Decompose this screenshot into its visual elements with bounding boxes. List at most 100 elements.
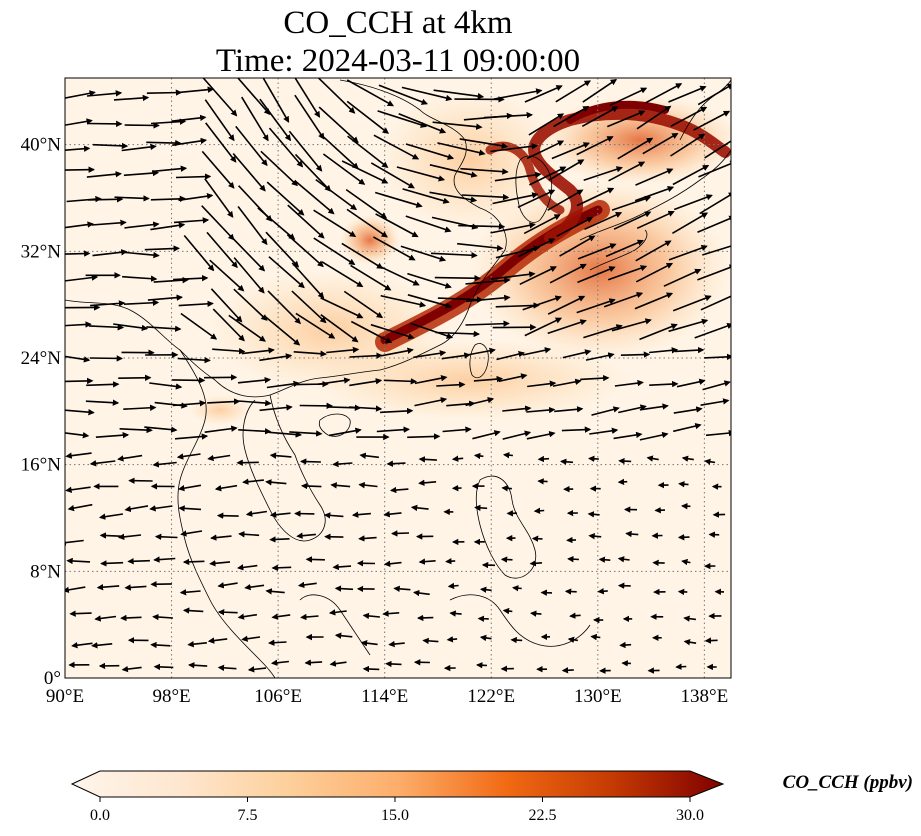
- wind-arrow: [92, 142, 129, 150]
- lat-tick-label: 24°N: [21, 348, 62, 369]
- wind-arrow: [589, 427, 619, 435]
- wind-arrow: [527, 380, 557, 388]
- wind-arrow: [576, 298, 616, 314]
- wind-arrow: [182, 558, 205, 566]
- wind-arrow: [206, 231, 238, 269]
- wind-arrow: [577, 243, 617, 260]
- wind-arrow: [216, 512, 239, 519]
- wind-arrow: [547, 295, 586, 315]
- wind-arrow: [345, 188, 388, 219]
- wind-arrow: [416, 614, 434, 622]
- wind-arrow: [151, 165, 188, 173]
- wind-arrow: [89, 460, 116, 467]
- wind-arrow: [177, 356, 211, 364]
- wind-arrow: [114, 195, 150, 202]
- wind-arrow: [501, 485, 512, 492]
- wind-arrow: [494, 171, 542, 182]
- wind-arrow: [332, 460, 353, 468]
- wind-arrow: [380, 347, 414, 357]
- wind-arrow: [526, 406, 556, 414]
- wind-arrow: [639, 323, 678, 341]
- wind-arrow: [147, 294, 183, 301]
- wind-arrow: [636, 105, 672, 130]
- wind-arrow: [65, 539, 84, 546]
- wind-arrow: [233, 257, 265, 294]
- wind-arrow: [449, 610, 462, 617]
- wind-arrow: [418, 456, 437, 463]
- wind-arrow: [65, 321, 92, 328]
- wind-arrow: [100, 560, 124, 567]
- wind-arrow: [673, 194, 713, 211]
- wind-arrow: [383, 560, 402, 567]
- wind-arrow: [123, 404, 157, 411]
- wind-arrow: [294, 94, 325, 140]
- wind-arrow: [291, 290, 327, 324]
- wind-arrow: [613, 211, 652, 230]
- wind-arrow: [313, 237, 356, 265]
- wind-arrow: [376, 426, 410, 433]
- wind-arrow: [402, 188, 450, 204]
- lat-tick-label: 40°N: [21, 135, 62, 156]
- wind-arrow: [391, 530, 410, 537]
- wind-arrow: [334, 632, 353, 639]
- wind-arrow: [172, 137, 208, 146]
- wind-arrow: [296, 532, 316, 539]
- wind-arrow: [704, 458, 716, 465]
- wind-arrow: [88, 324, 125, 331]
- wind-arrow: [178, 505, 202, 512]
- wind-arrow: [698, 160, 731, 178]
- wind-arrow: [549, 263, 587, 284]
- wind-arrow: [442, 426, 472, 433]
- wind-arrow: [313, 209, 357, 237]
- wind-arrow: [407, 272, 452, 289]
- wind-arrow: [176, 453, 201, 460]
- wind-arrow: [91, 219, 127, 226]
- wind-arrow: [299, 458, 321, 465]
- wind-arrow: [180, 530, 203, 537]
- wind-arrow: [556, 216, 594, 238]
- wind-arrow: [212, 347, 246, 355]
- wind-arrow: [376, 264, 420, 286]
- wind-arrow: [385, 660, 402, 668]
- wind-arrow: [121, 143, 157, 152]
- wind-arrow: [561, 667, 574, 674]
- wind-arrow: [150, 195, 187, 203]
- wind-arrow: [172, 377, 206, 384]
- wind-arrow: [257, 207, 296, 240]
- wind-arrow: [245, 510, 268, 517]
- wind-arrow: [124, 584, 147, 591]
- wind-arrow: [241, 347, 275, 355]
- colorbar-tick-label: 30.0: [676, 807, 704, 824]
- wind-arrow: [247, 666, 267, 673]
- wind-arrow: [207, 398, 241, 405]
- wind-arrow: [528, 113, 565, 136]
- wind-arrow: [238, 428, 272, 435]
- wind-arrow: [461, 193, 510, 201]
- wind-arrow: [382, 610, 400, 617]
- colorbar-tick-label: 7.5: [238, 807, 258, 824]
- wind-arrow: [217, 664, 237, 672]
- wind-arrow: [334, 585, 354, 592]
- wind-arrow: [603, 292, 644, 308]
- wind-arrow: [414, 397, 448, 407]
- wind-arrow: [121, 665, 142, 673]
- wind-arrow: [663, 268, 702, 287]
- wind-arrow: [500, 556, 513, 563]
- wind-arrow: [119, 426, 153, 434]
- wind-arrow: [649, 347, 679, 354]
- wind-arrow: [321, 261, 364, 288]
- wind-arrow: [271, 613, 291, 620]
- wind-arrow: [343, 290, 384, 319]
- wind-arrow: [697, 215, 731, 233]
- wind-arrow: [65, 145, 91, 152]
- wind-arrow: [173, 217, 210, 224]
- wind-arrow: [287, 204, 325, 239]
- colorbar-tick-label: 22.5: [529, 807, 557, 824]
- wind-arrow: [583, 166, 623, 181]
- wind-arrow: [259, 353, 293, 362]
- wind-arrow: [286, 234, 324, 268]
- colorbar-tick-label: 15.0: [381, 807, 409, 824]
- wind-arrow: [117, 454, 143, 462]
- wind-arrow: [441, 352, 471, 360]
- wind-arrow: [317, 377, 351, 386]
